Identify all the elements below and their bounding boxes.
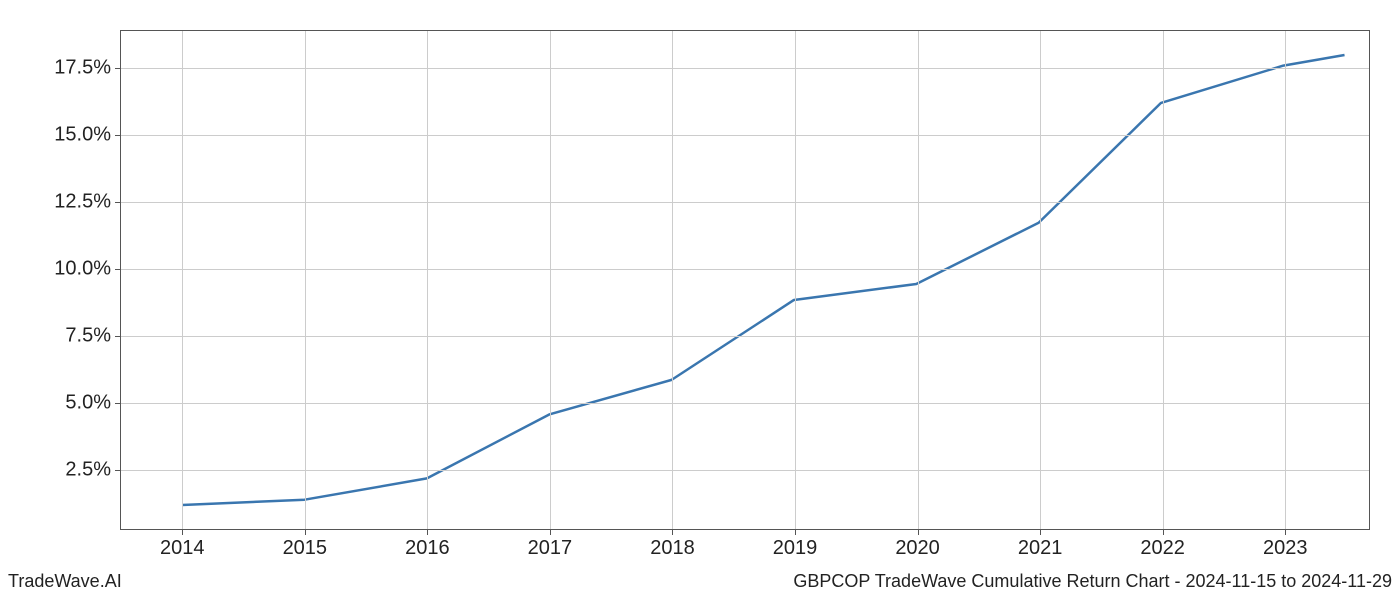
x-tick-mark [672,529,673,535]
x-tick-mark [427,529,428,535]
x-tick-label: 2023 [1263,537,1308,560]
x-tick-label: 2018 [650,537,695,560]
x-tick-label: 2019 [773,537,818,560]
x-tick-mark [1163,529,1164,535]
x-tick-label: 2022 [1140,537,1185,560]
chart-container: 2.5%5.0%7.5%10.0%12.5%15.0%17.5%20142015… [120,30,1370,530]
grid-line-horizontal [121,68,1369,69]
y-tick-mark [115,470,121,471]
x-tick-label: 2014 [160,537,205,560]
grid-line-vertical [182,31,183,529]
footer-caption: GBPCOP TradeWave Cumulative Return Chart… [793,571,1392,592]
y-tick-mark [115,269,121,270]
grid-line-vertical [1285,31,1286,529]
y-tick-mark [115,68,121,69]
grid-line-horizontal [121,336,1369,337]
y-tick-label: 12.5% [54,191,111,214]
grid-line-vertical [305,31,306,529]
x-tick-mark [795,529,796,535]
plot-area: 2.5%5.0%7.5%10.0%12.5%15.0%17.5%20142015… [120,30,1370,530]
x-tick-label: 2020 [895,537,940,560]
y-tick-label: 2.5% [65,458,111,481]
y-tick-mark [115,202,121,203]
x-tick-mark [1285,529,1286,535]
cumulative-return-line [182,55,1344,505]
grid-line-vertical [795,31,796,529]
x-tick-mark [918,529,919,535]
y-tick-label: 15.0% [54,124,111,147]
grid-line-vertical [1163,31,1164,529]
y-tick-mark [115,336,121,337]
footer-brand: TradeWave.AI [8,571,122,592]
y-tick-label: 7.5% [65,324,111,347]
grid-line-horizontal [121,403,1369,404]
grid-line-vertical [1040,31,1041,529]
y-tick-label: 5.0% [65,391,111,414]
y-tick-label: 17.5% [54,57,111,80]
y-tick-mark [115,135,121,136]
grid-line-horizontal [121,269,1369,270]
x-tick-mark [550,529,551,535]
grid-line-vertical [672,31,673,529]
grid-line-horizontal [121,202,1369,203]
y-tick-label: 10.0% [54,257,111,280]
x-tick-label: 2021 [1018,537,1063,560]
x-tick-label: 2015 [283,537,328,560]
y-tick-mark [115,403,121,404]
grid-line-horizontal [121,135,1369,136]
grid-line-horizontal [121,470,1369,471]
x-tick-mark [182,529,183,535]
grid-line-vertical [550,31,551,529]
x-tick-mark [1040,529,1041,535]
line-series [121,31,1369,529]
x-tick-label: 2016 [405,537,450,560]
grid-line-vertical [427,31,428,529]
x-tick-label: 2017 [528,537,573,560]
x-tick-mark [305,529,306,535]
grid-line-vertical [918,31,919,529]
